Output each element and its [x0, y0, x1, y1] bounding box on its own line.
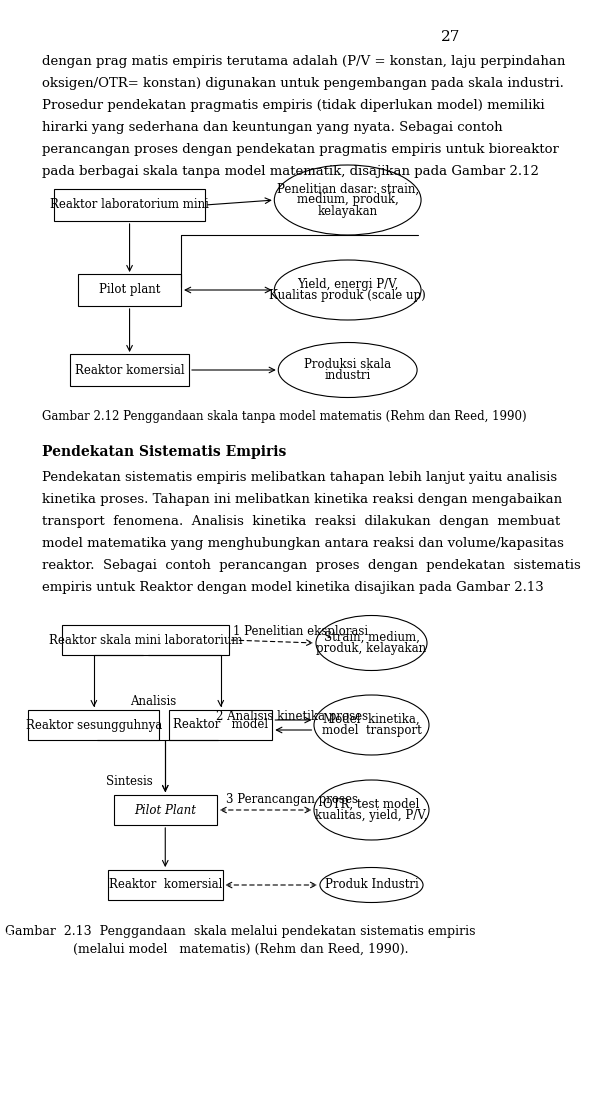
Text: Reaktor skala mini laboratorium: Reaktor skala mini laboratorium [48, 634, 242, 647]
Text: Penelitian dasar: strain,: Penelitian dasar: strain, [277, 183, 419, 195]
Ellipse shape [314, 695, 429, 755]
Text: kelayakan: kelayakan [317, 205, 378, 217]
Text: dengan prag matis empiris terutama adalah (P/V = konstan, laju perpindahan: dengan prag matis empiris terutama adala… [43, 55, 566, 68]
Text: Prosedur pendekatan pragmatis empiris (tidak diperlukan model) memiliki: Prosedur pendekatan pragmatis empiris (t… [43, 99, 545, 112]
FancyBboxPatch shape [169, 710, 272, 741]
Text: Pendekatan sistematis empiris melibatkan tahapan lebih lanjut yaitu analisis: Pendekatan sistematis empiris melibatkan… [43, 471, 557, 484]
FancyBboxPatch shape [78, 274, 181, 306]
Text: 2 Analisis kinetika proses: 2 Analisis kinetika proses [216, 710, 368, 723]
Ellipse shape [278, 343, 417, 398]
Text: Produk Industri: Produk Industri [324, 878, 418, 892]
Text: Pilot Plant: Pilot Plant [134, 803, 196, 817]
Text: Reaktor komersial: Reaktor komersial [74, 364, 184, 377]
Text: hirarki yang sederhana dan keuntungan yang nyata. Sebagai contoh: hirarki yang sederhana dan keuntungan ya… [43, 121, 503, 134]
Text: Pendekatan Sistematis Empiris: Pendekatan Sistematis Empiris [43, 445, 287, 460]
Ellipse shape [274, 260, 421, 320]
FancyBboxPatch shape [70, 354, 189, 386]
Text: pada berbagai skala tanpa model matematik, disajikan pada Gambar 2.12: pada berbagai skala tanpa model matemati… [43, 165, 539, 179]
Text: model  transport: model transport [322, 724, 421, 737]
Text: Reaktor sesungguhnya: Reaktor sesungguhnya [26, 719, 162, 732]
Text: industri: industri [324, 369, 371, 382]
Text: Analisis: Analisis [130, 695, 177, 707]
Text: B: B [5, 932, 12, 941]
Text: model matematika yang menghubungkan antara reaksi dan volume/kapasitas: model matematika yang menghubungkan anta… [43, 537, 564, 550]
Text: (melalui model   matematis) (Rehm dan Reed, 1990).: (melalui model matematis) (Rehm dan Reed… [73, 943, 408, 957]
Text: Model  kinetika,: Model kinetika, [323, 713, 420, 726]
Text: B: B [5, 712, 12, 721]
Text: Reaktor   model: Reaktor model [173, 719, 268, 732]
Text: Pilot plant: Pilot plant [99, 283, 160, 296]
FancyBboxPatch shape [108, 869, 223, 900]
Text: 27: 27 [441, 30, 460, 44]
Text: medium, produk,: medium, produk, [297, 194, 398, 206]
Text: Reaktor laboratorium mini: Reaktor laboratorium mini [50, 198, 209, 212]
Text: Gambar  2.13  Penggandaan  skala melalui pendekatan sistematis empiris: Gambar 2.13 Penggandaan skala melalui pe… [5, 925, 476, 938]
Ellipse shape [320, 867, 423, 903]
Text: 3 Perancangan proses: 3 Perancangan proses [226, 793, 358, 806]
Ellipse shape [316, 616, 427, 670]
Text: Produksi skala: Produksi skala [304, 358, 391, 371]
Text: Reaktor  komersial: Reaktor komersial [109, 878, 222, 892]
FancyBboxPatch shape [62, 625, 229, 655]
Text: Sintesis: Sintesis [106, 775, 153, 788]
Text: empiris untuk Reaktor dengan model kinetika disajikan pada Gambar 2.13: empiris untuk Reaktor dengan model kinet… [43, 581, 544, 594]
Text: Strain, medium,: Strain, medium, [323, 631, 420, 644]
Text: kinetika proses. Tahapan ini melibatkan kinetika reaksi dengan mengabaikan: kinetika proses. Tahapan ini melibatkan … [43, 493, 563, 506]
Text: kualitas, yield, P/V,: kualitas, yield, P/V, [315, 809, 428, 822]
FancyBboxPatch shape [28, 710, 160, 741]
Text: produk, kelayakan: produk, kelayakan [316, 642, 427, 655]
FancyBboxPatch shape [54, 190, 205, 222]
Text: Gambar 2.12 Penggandaan skala tanpa model matematis (Rehm dan Reed, 1990): Gambar 2.12 Penggandaan skala tanpa mode… [43, 410, 527, 423]
Text: perancangan proses dengan pendekatan pragmatis empiris untuk bioreaktor: perancangan proses dengan pendekatan pra… [43, 143, 559, 156]
Text: ©: © [4, 194, 14, 203]
Text: 1 Penelitian eksplorasi: 1 Penelitian eksplorasi [232, 625, 368, 638]
Text: Kualitas produk (scale up): Kualitas produk (scale up) [269, 289, 426, 302]
Ellipse shape [314, 780, 429, 840]
Text: transport  fenomena.  Analisis  kinetika  reaksi  dilakukan  dengan  membuat: transport fenomena. Analisis kinetika re… [43, 515, 561, 528]
Text: 2: 2 [6, 491, 12, 500]
Text: oksigen/OTR= konstan) digunakan untuk pengembangan pada skala industri.: oksigen/OTR= konstan) digunakan untuk pe… [43, 77, 564, 90]
FancyBboxPatch shape [113, 795, 217, 825]
Text: OTR, test model: OTR, test model [323, 798, 420, 811]
Ellipse shape [274, 165, 421, 235]
Text: Yield, energi P/V,: Yield, energi P/V, [297, 278, 398, 291]
Text: reaktor.  Sebagai  contoh  perancangan  proses  dengan  pendekatan  sistematis: reaktor. Sebagai contoh perancangan pros… [43, 559, 581, 572]
